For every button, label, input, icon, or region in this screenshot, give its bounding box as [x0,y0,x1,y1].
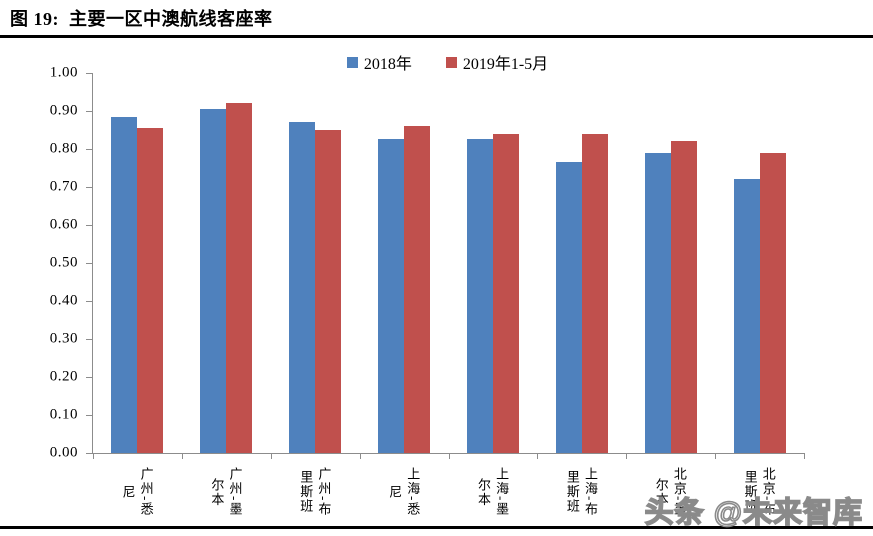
bar-series1-group8 [733,179,760,453]
watermark: 头条 @未来智库 [644,496,863,530]
x-category-label: 北京-布里斯班 [742,467,776,517]
legend-label: 2019年1-5月 [462,56,549,73]
legend-item-2: 2019年1-5月 [445,50,549,74]
bar-group-5 [449,73,538,453]
x-tick-mark [804,453,805,459]
y-tick-label: 0.90 [49,102,78,119]
y-tick-mark [86,149,93,150]
x-tick-mark [181,453,183,459]
bar-group-2 [182,73,271,453]
figure-title: 图 19: 主要一区中澳航线客座率 [10,9,273,29]
y-tick-mark [86,377,93,378]
x-label-cell: 上海-悉尼 [359,461,448,523]
bar-series2-group4 [404,126,431,453]
y-tick-label: 0.00 [49,444,78,461]
bar-series1-group4 [378,139,405,453]
bar-group-1 [93,73,182,453]
y-tick-mark [86,453,93,454]
bar-series1-group5 [466,139,493,453]
bar-series2-group6 [581,134,608,453]
x-category-label: 广州-悉尼 [120,467,154,517]
bottom-border-rule [0,526,873,529]
bar-series2-group2 [226,103,253,453]
x-tick-mark [715,453,717,459]
x-tick-mark [537,453,539,459]
legend-swatch-icon [445,56,457,68]
y-tick-label: 0.60 [49,216,78,233]
y-tick-label: 1.00 [49,64,78,81]
x-label-cell: 广州-布里斯班 [270,461,359,523]
y-tick-label: 0.50 [49,254,78,271]
bar-series2-group1 [137,128,164,453]
y-tick-label: 0.10 [49,406,78,423]
x-category-label: 上海-悉尼 [387,467,421,517]
bar-series1-group7 [644,153,671,453]
y-tick-mark [86,187,93,188]
bar-group-6 [537,73,626,453]
y-tick-label: 0.20 [49,368,78,385]
x-tick-mark [626,453,628,459]
x-tick-mark [270,453,272,459]
x-tick-mark [359,453,361,459]
y-tick-mark [86,263,93,264]
chart-legend: 2018年 2019年1-5月 [92,50,803,74]
bar-series1-group1 [111,117,138,453]
bar-series2-group7 [670,141,697,453]
y-tick-mark [86,73,93,74]
legend-label: 2018年 [363,56,412,73]
bar-group-7 [626,73,715,453]
bar-group-4 [360,73,449,453]
y-axis-labels: 1.00 0.90 0.80 0.70 0.60 0.50 0.40 0.30 0.20 0.10… [0,65,78,461]
x-label-cell: 上海-布里斯班 [536,461,625,523]
y-tick-label: 0.80 [49,140,78,157]
x-axis-labels: 广州-悉尼 广州-墨尔本 广州-布里斯班 上海-悉尼 上海-墨尔本 上海-布里斯班 北京-墨… [92,461,803,523]
y-tick-mark [86,111,93,112]
title-underline-rule [0,35,873,38]
y-tick-label: 0.40 [49,292,78,309]
y-tick-label: 0.70 [49,178,78,195]
x-label-cell: 北京-布里斯班 [714,461,803,523]
x-label-cell: 上海-墨尔本 [448,461,537,523]
legend-swatch-icon [346,56,358,68]
y-tick-mark [86,339,93,340]
x-category-label: 上海-布里斯班 [564,467,598,517]
x-category-label: 北京-墨尔本 [653,467,687,517]
bar-chart-plot-area [86,73,805,459]
bar-series1-group6 [555,162,582,453]
y-tick-mark [86,225,93,226]
legend-item-1: 2018年 [346,50,412,74]
bar-group-8 [715,73,804,453]
x-label-cell: 北京-墨尔本 [625,461,714,523]
bar-series2-group8 [759,153,786,453]
x-category-label: 上海-墨尔本 [475,467,510,517]
bar-group-3 [271,73,360,453]
bar-series2-group5 [492,134,519,453]
y-tick-mark [86,301,93,302]
bar-series1-group3 [289,122,316,453]
x-category-label: 广州-墨尔本 [209,467,243,517]
y-tick-label: 0.30 [49,330,78,347]
x-category-label: 广州-布里斯班 [298,467,332,517]
bar-series1-group2 [200,109,227,453]
x-tick-mark [448,453,450,459]
x-label-cell: 广州-悉尼 [92,461,181,523]
y-tick-mark [86,415,93,416]
x-label-cell: 广州-墨尔本 [181,461,270,523]
bar-series2-group3 [315,130,342,453]
x-tick-mark [93,453,94,459]
